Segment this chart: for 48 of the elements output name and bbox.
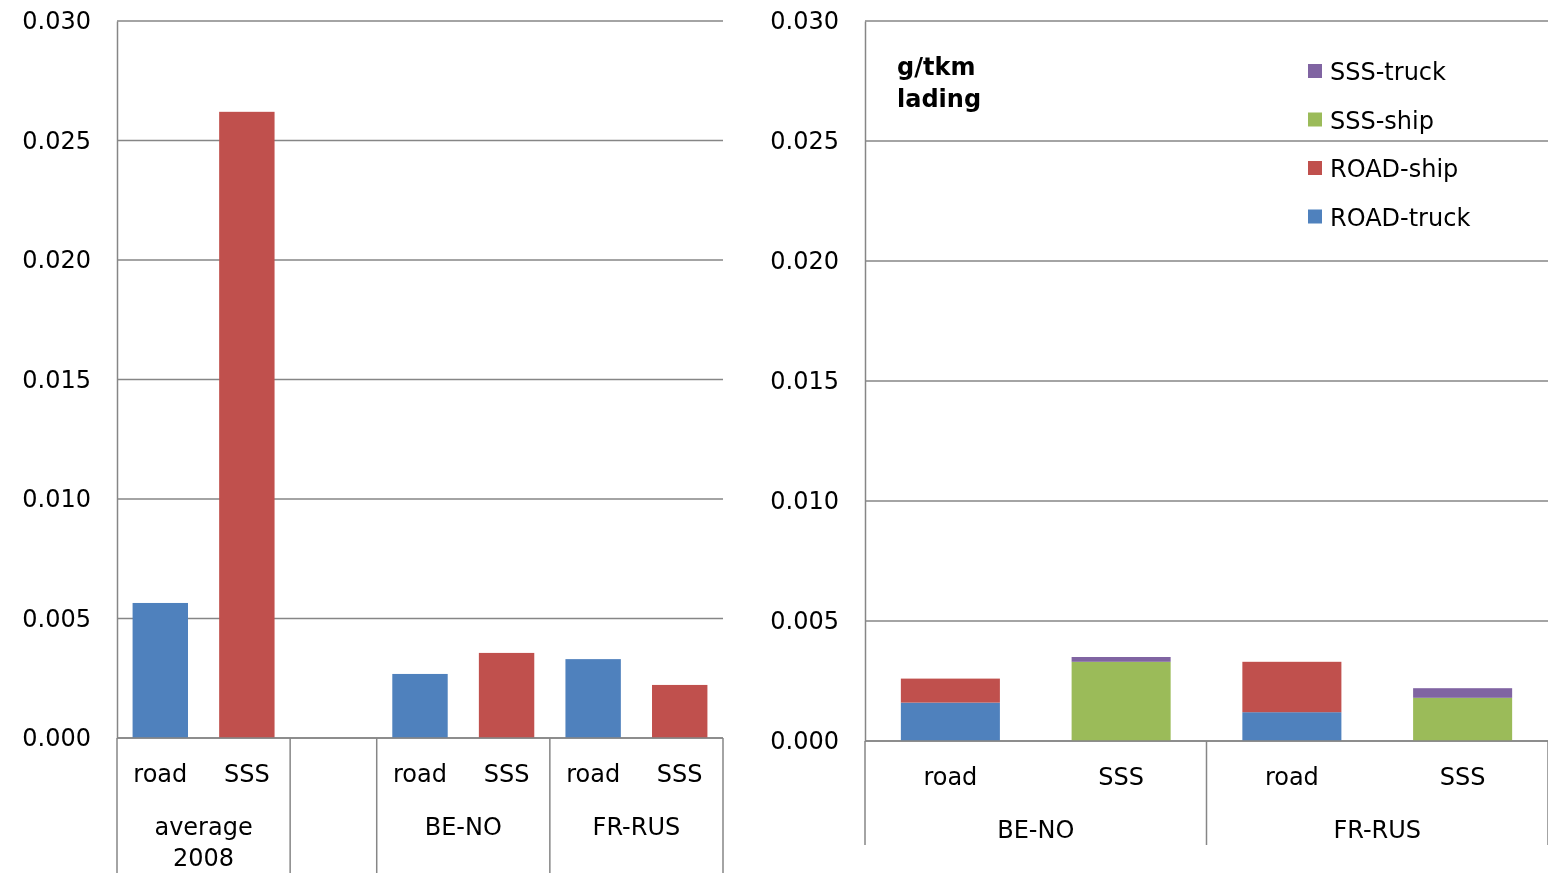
legend-label: SSS-truck xyxy=(1330,58,1447,86)
y-tick-label: 0.030 xyxy=(22,7,91,36)
x-tick-label: SSS xyxy=(224,760,270,788)
y-tick-label: 0.025 xyxy=(770,127,839,156)
y-tick-label: 0.015 xyxy=(770,367,839,396)
y-tick-label: 0.020 xyxy=(22,246,91,275)
y-tick-label: 0.005 xyxy=(22,604,91,633)
legend-label: ROAD-truck xyxy=(1330,203,1471,232)
text: FR-RUS xyxy=(592,813,681,841)
y-tick-label: 0.020 xyxy=(770,247,839,276)
x-tick-label: SSS xyxy=(656,760,703,788)
y-tick-label: 0.015 xyxy=(22,365,91,394)
bar xyxy=(392,673,448,738)
bar xyxy=(219,111,275,738)
text: BE-NO xyxy=(997,816,1075,844)
legend-label: SSS-ship xyxy=(1330,106,1434,135)
y-tick-label: 0.025 xyxy=(22,126,91,155)
bar xyxy=(1071,661,1171,741)
bar xyxy=(565,659,621,738)
bar xyxy=(478,652,535,738)
legend-label: ROAD-ship xyxy=(1330,155,1459,183)
x-tick-label: road xyxy=(566,760,621,788)
bar xyxy=(652,684,708,738)
x-tick-label: SSS xyxy=(1439,763,1486,791)
bar xyxy=(900,702,1000,741)
y-tick-label: 0.010 xyxy=(770,487,839,516)
x-tick-label: road xyxy=(133,760,188,788)
x-tick-label: road xyxy=(393,760,447,788)
bar xyxy=(1242,712,1342,741)
bar xyxy=(900,678,1000,703)
x-tick-label: SSS xyxy=(483,760,530,788)
text: BE-NO xyxy=(424,813,502,841)
x-tick-label: SSS xyxy=(1098,763,1144,791)
y-tick-label: 0.005 xyxy=(770,607,839,636)
x-tick-label: road xyxy=(923,763,978,791)
bar xyxy=(1071,657,1171,662)
x-tick-label: road xyxy=(1264,763,1319,791)
y-axis-title: g/tkm lading xyxy=(897,53,982,113)
bar xyxy=(1413,697,1513,741)
y-tick-label: 0.000 xyxy=(22,724,91,753)
y-tick-label: 0.000 xyxy=(770,727,839,756)
bar xyxy=(132,602,188,738)
bar xyxy=(1242,661,1342,713)
y-tick-label: 0.030 xyxy=(770,7,839,36)
y-tick-label: 0.010 xyxy=(22,485,91,514)
text: average 2008 xyxy=(154,813,253,872)
bar xyxy=(1413,688,1513,698)
text: FR-RUS xyxy=(1333,816,1422,844)
